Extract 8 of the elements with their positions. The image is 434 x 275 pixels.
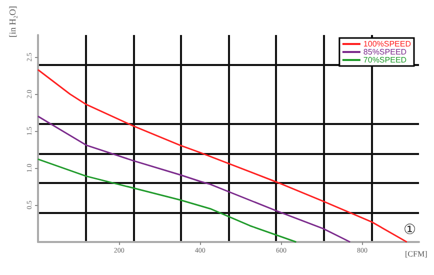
legend-label: 70%SPEED [363,56,407,64]
legend-label: 85%SPEED [363,48,407,56]
line-series [37,116,351,243]
legend-label: 100%SPEED [363,40,412,48]
annotation: ① [403,222,416,238]
x-axis-title: [CFM] [405,250,428,258]
line-series [37,158,297,243]
y-axis-title: [in H₂O] [8,6,18,38]
